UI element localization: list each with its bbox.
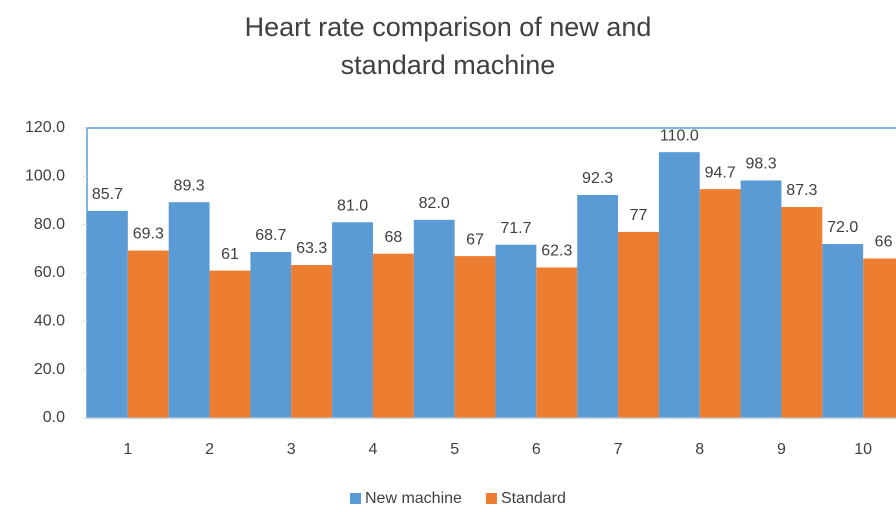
data-label: 82.0 <box>419 195 450 212</box>
y-tick-label: 60.0 <box>34 264 65 281</box>
x-tick-label: 9 <box>777 441 786 458</box>
y-tick-label: 120.0 <box>25 119 65 136</box>
bar <box>577 194 619 418</box>
y-tick-label: 20.0 <box>34 361 65 378</box>
data-label: 92.3 <box>582 170 613 187</box>
data-label: 67 <box>466 231 484 248</box>
legend-swatch <box>485 493 497 504</box>
y-tick-label: 0.0 <box>43 409 65 426</box>
legend-label: New machine <box>365 490 462 507</box>
bar <box>372 253 414 418</box>
bar <box>822 244 864 418</box>
bar <box>332 222 373 418</box>
y-tick-label: 80.0 <box>34 216 65 233</box>
bar <box>536 267 578 418</box>
y-tick-label: 40.0 <box>34 313 65 330</box>
x-tick-label: 4 <box>368 441 377 458</box>
data-label: 85.7 <box>92 186 123 203</box>
x-tick-label: 7 <box>614 441 623 458</box>
data-label: 61 <box>221 246 239 263</box>
data-label: 89.3 <box>174 177 205 194</box>
data-label: 68 <box>384 229 402 246</box>
bar <box>209 270 251 418</box>
data-label: 77 <box>630 207 648 224</box>
data-label: 98.3 <box>745 156 776 173</box>
data-label: 72.0 <box>827 219 858 236</box>
bar <box>618 231 659 418</box>
data-label: 68.7 <box>255 227 286 244</box>
data-label: 94.7 <box>705 164 736 181</box>
bar <box>87 210 128 418</box>
data-label: 69.3 <box>133 226 164 243</box>
bar <box>291 265 333 418</box>
data-label: 81.0 <box>337 197 368 214</box>
bar <box>168 202 210 418</box>
bar <box>781 207 823 418</box>
x-tick-label: 6 <box>532 441 541 458</box>
data-label: 62.3 <box>541 243 572 260</box>
bar <box>699 189 741 418</box>
x-tick-label: 8 <box>695 441 704 458</box>
x-tick-label: 10 <box>854 441 872 458</box>
data-label: 66 <box>875 234 893 251</box>
bar <box>127 250 169 418</box>
x-tick-label: 2 <box>205 441 214 458</box>
legend-label: Standard <box>501 490 566 507</box>
data-label: 63.3 <box>296 240 327 257</box>
bar <box>413 219 455 418</box>
chart-title: Heart rate comparison of new and standar… <box>244 12 652 80</box>
data-label: 110.0 <box>660 127 699 144</box>
bar <box>454 256 496 418</box>
y-tick-label: 100.0 <box>25 168 65 185</box>
legend-swatch <box>350 493 361 504</box>
data-label: 71.7 <box>500 220 531 237</box>
x-tick-label: 1 <box>123 441 132 458</box>
bar <box>863 258 896 418</box>
x-tick-label: 3 <box>287 441 296 458</box>
bar <box>658 152 700 418</box>
bar <box>740 180 782 418</box>
x-tick-label: 5 <box>450 441 459 458</box>
bar <box>495 244 537 418</box>
bar <box>250 251 292 418</box>
data-label: 87.3 <box>786 182 817 199</box>
